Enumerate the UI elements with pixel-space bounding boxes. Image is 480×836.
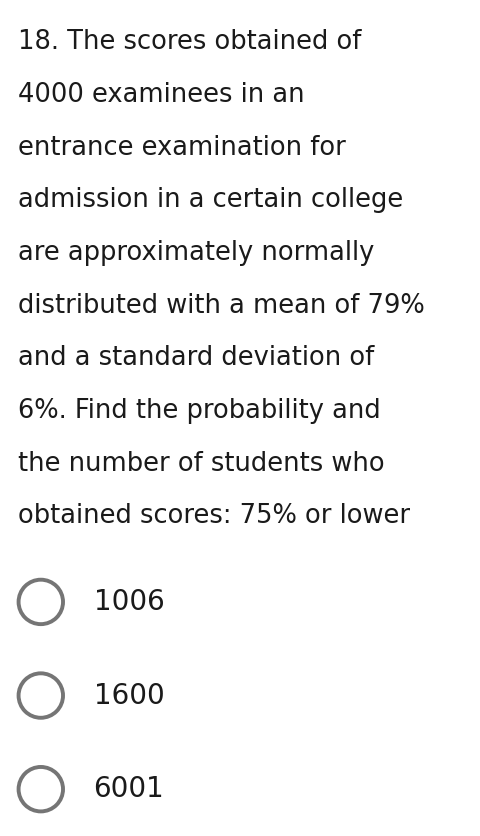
Text: 1006: 1006 — [94, 588, 164, 616]
Text: the number of students who: the number of students who — [18, 451, 385, 477]
Text: 6%. Find the probability and: 6%. Find the probability and — [18, 398, 381, 424]
Text: 1600: 1600 — [94, 681, 164, 710]
Text: 6001: 6001 — [94, 775, 164, 803]
Text: are approximately normally: are approximately normally — [18, 240, 374, 266]
Text: 4000 examinees in an: 4000 examinees in an — [18, 82, 305, 108]
Text: admission in a certain college: admission in a certain college — [18, 187, 404, 213]
Text: 18. The scores obtained of: 18. The scores obtained of — [18, 29, 361, 55]
Text: distributed with a mean of 79%: distributed with a mean of 79% — [18, 293, 425, 319]
Text: and a standard deviation of: and a standard deviation of — [18, 345, 374, 371]
Text: obtained scores: 75% or lower: obtained scores: 75% or lower — [18, 503, 410, 529]
Text: entrance examination for: entrance examination for — [18, 135, 346, 161]
